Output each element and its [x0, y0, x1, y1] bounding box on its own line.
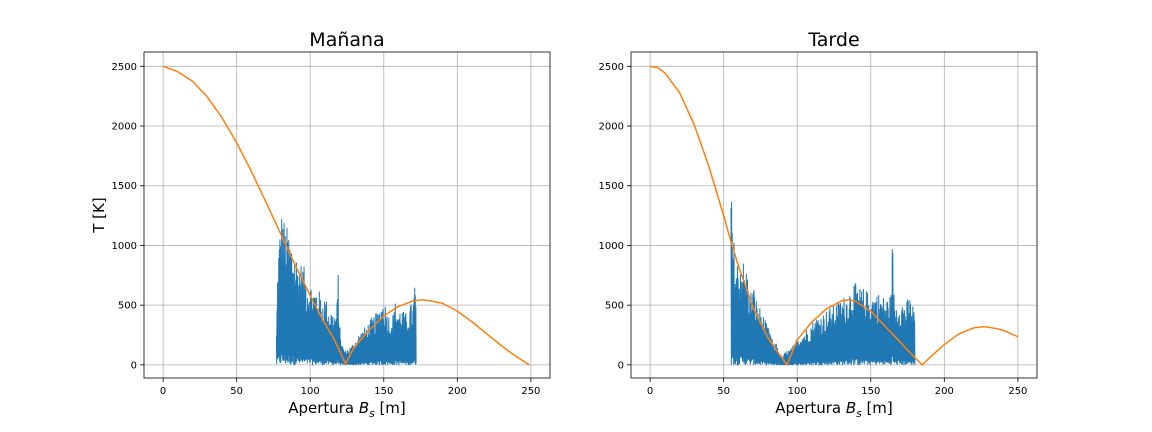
y-tick-label: 2500: [599, 62, 624, 73]
x-tick-label: 100: [788, 386, 807, 397]
y-tick-label: 2000: [599, 122, 624, 133]
y-tick-label: 0: [131, 360, 137, 371]
x-tick-label: 200: [448, 386, 467, 397]
axes-frame: [630, 51, 1038, 379]
chart-panel-2: 0 50 100 150 200 25005001000150020002500Tarde…: [599, 29, 1038, 420]
y-tick-label: 2000: [112, 122, 137, 133]
x-axis-label: Apertura Bs [m]: [775, 399, 893, 420]
y-tick-label: 1000: [599, 241, 624, 252]
x-tick-label: 250: [521, 386, 540, 397]
y-tick-label: 1000: [112, 241, 137, 252]
measured-series-line: [275, 219, 417, 366]
x-tick-label: 150: [861, 386, 880, 397]
y-tick-label: 1500: [112, 181, 137, 192]
y-tick-label: 1500: [599, 181, 624, 192]
x-axis-label: Apertura Bs [m]: [288, 399, 406, 420]
x-tick-label: 0: [647, 386, 653, 397]
axes-frame: [143, 51, 551, 379]
x-tick-label: 50: [230, 386, 243, 397]
measured-series-line: [730, 201, 916, 366]
plot-area: [650, 65, 1019, 366]
x-axis-label-math: B: [359, 399, 369, 417]
x-tick-label: 50: [717, 386, 730, 397]
x-tick-label: 0: [160, 386, 166, 397]
y-axis-label: T [K]: [90, 197, 108, 233]
model-series-line: [650, 65, 1019, 366]
model-series-line: [162, 65, 530, 366]
x-tick-label: 150: [374, 386, 393, 397]
chart-panel-1: 0 50 100 150 200 25005001000150020002500Mañan…: [90, 29, 551, 420]
x-tick-label: 250: [1008, 386, 1027, 397]
y-tick-label: 500: [118, 301, 137, 312]
y-tick-label: 500: [605, 301, 624, 312]
chart-title: Mañana: [309, 29, 384, 51]
x-axis-label-unit: [m]: [375, 399, 406, 417]
chart-title: Tarde: [807, 29, 859, 51]
x-tick-label: 200: [935, 386, 954, 397]
plot-area: [162, 65, 530, 366]
x-axis-label-subscript: s: [369, 408, 375, 420]
x-axis-label-subscript: s: [856, 408, 862, 420]
x-tick-label: 100: [301, 386, 320, 397]
x-axis-label-text: Apertura: [288, 399, 359, 417]
y-tick-label: 0: [618, 360, 624, 371]
y-tick-label: 2500: [112, 62, 137, 73]
x-axis-label-unit: [m]: [862, 399, 893, 417]
x-axis-label-math: B: [846, 399, 856, 417]
x-axis-label-text: Apertura: [775, 399, 846, 417]
